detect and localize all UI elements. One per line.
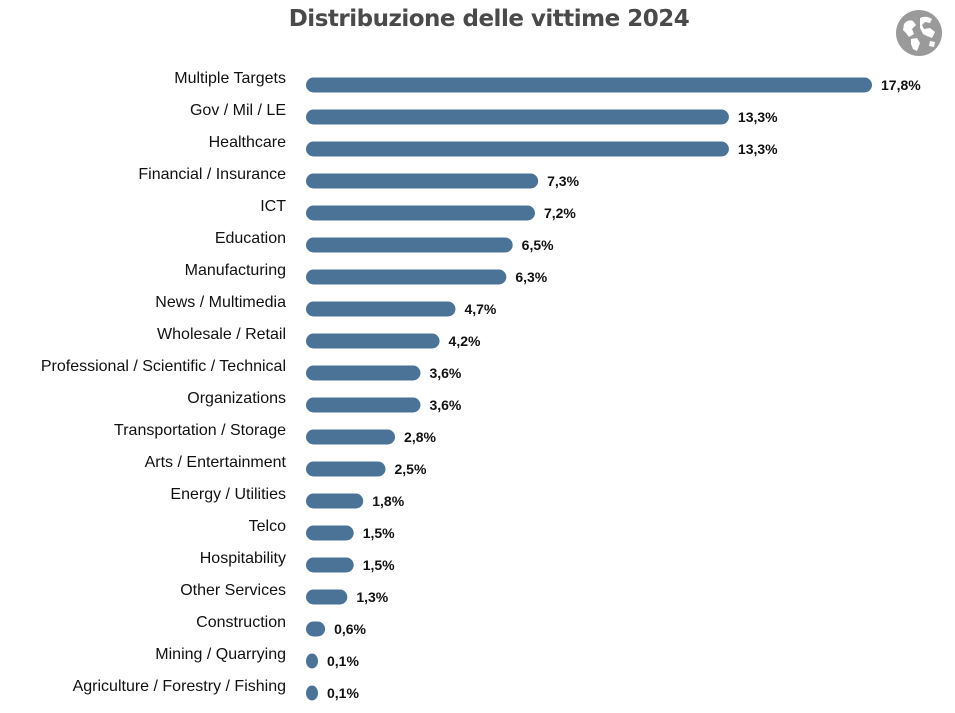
bar	[306, 429, 396, 445]
value-label: 0,6%	[334, 621, 366, 637]
category-label: Transportation / Storage	[114, 422, 286, 439]
category-label: Agriculture / Forestry / Fishing	[73, 678, 286, 695]
category-label: Financial / Insurance	[138, 166, 286, 183]
value-label: 4,7%	[464, 301, 496, 317]
bar	[306, 301, 456, 317]
value-label: 4,2%	[449, 333, 481, 349]
category-label: Organizations	[187, 390, 286, 407]
value-label: 3,6%	[429, 397, 461, 413]
category-label: ICT	[260, 198, 286, 215]
value-label: 0,1%	[327, 685, 359, 701]
category-label: Education	[215, 230, 286, 247]
category-label: Other Services	[180, 582, 286, 599]
value-label: 13,3%	[738, 109, 778, 125]
bar	[306, 173, 539, 189]
bar	[306, 653, 318, 669]
bar	[306, 237, 513, 253]
value-label: 6,5%	[522, 237, 554, 253]
category-label: Gov / Mil / LE	[190, 102, 286, 119]
category-label: Energy / Utilities	[170, 486, 286, 503]
category-label: Arts / Entertainment	[145, 454, 287, 471]
category-label: News / Multimedia	[155, 294, 286, 311]
value-label: 1,8%	[372, 493, 404, 509]
category-label: Mining / Quarrying	[155, 646, 286, 663]
bar	[306, 205, 535, 221]
bar	[306, 525, 354, 541]
value-label: 7,2%	[544, 205, 576, 221]
category-label: Construction	[196, 614, 286, 631]
bar	[306, 589, 348, 605]
bar	[306, 365, 421, 381]
value-label: 13,3%	[738, 141, 778, 157]
bar	[306, 109, 729, 125]
globe-icon	[896, 10, 942, 56]
value-label: 6,3%	[515, 269, 547, 285]
value-label: 1,3%	[356, 589, 388, 605]
value-label: 1,5%	[363, 525, 395, 541]
bar	[306, 493, 364, 509]
value-label: 2,5%	[394, 461, 426, 477]
category-label: Manufacturing	[185, 262, 286, 279]
category-label: Professional / Scientific / Technical	[41, 358, 286, 375]
bar	[306, 621, 326, 637]
bar	[306, 685, 318, 701]
value-label: 17,8%	[881, 77, 921, 93]
chart-title: Distribuzione delle vittime 2024	[288, 6, 690, 32]
value-label: 0,1%	[327, 653, 359, 669]
bar	[306, 269, 507, 285]
value-label: 3,6%	[429, 365, 461, 381]
bar	[306, 461, 386, 477]
bar	[306, 141, 729, 157]
bar	[306, 557, 354, 573]
category-label: Telco	[249, 518, 286, 535]
value-label: 7,3%	[547, 173, 579, 189]
category-label: Healthcare	[209, 134, 286, 151]
bar	[306, 397, 421, 413]
bar	[306, 333, 440, 349]
category-label: Hospitability	[200, 550, 286, 567]
value-label: 2,8%	[404, 429, 436, 445]
value-label: 1,5%	[363, 557, 395, 573]
bar	[306, 77, 872, 93]
category-label: Wholesale / Retail	[157, 326, 286, 343]
category-label: Multiple Targets	[174, 70, 286, 87]
